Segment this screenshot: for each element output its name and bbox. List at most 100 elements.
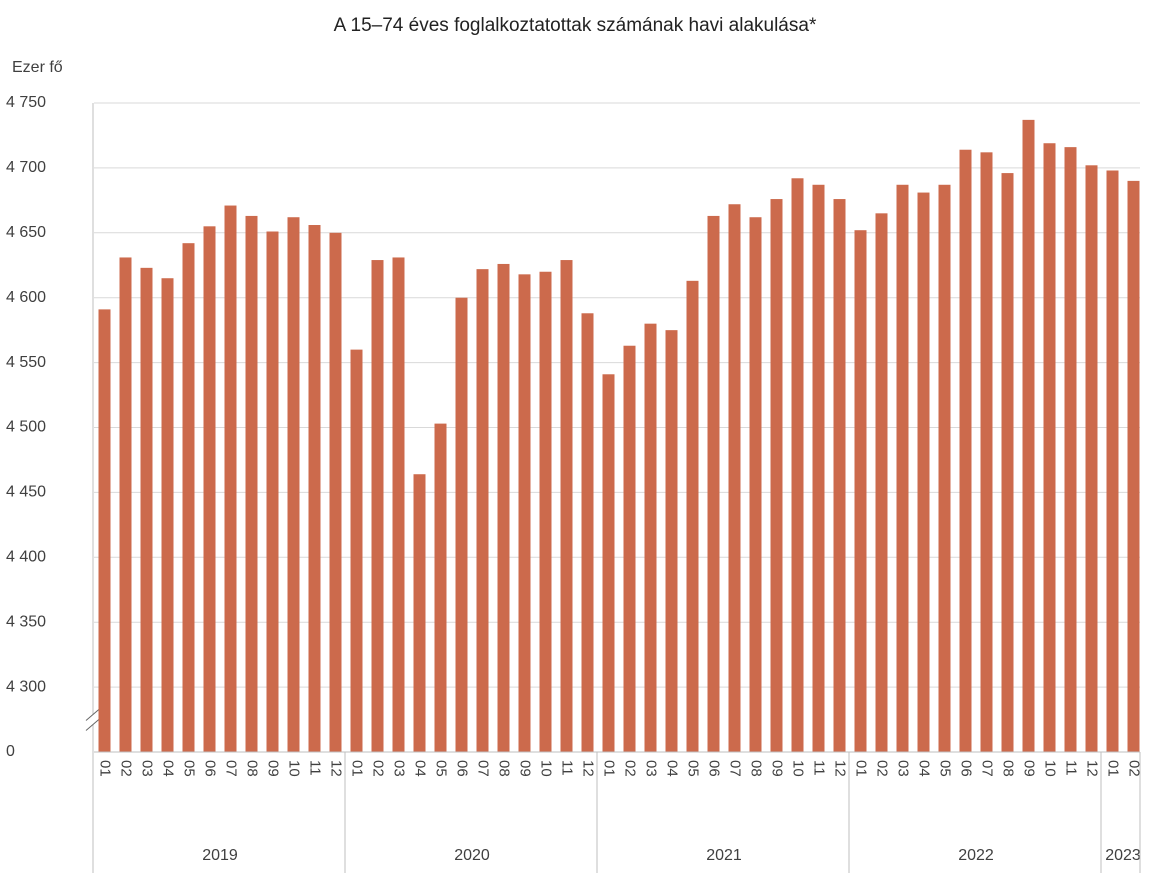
x-tick-label: 12 <box>580 760 597 777</box>
x-tick-label: 06 <box>202 760 219 777</box>
bar <box>791 178 804 752</box>
y-tick-label: 4 450 <box>6 484 46 501</box>
x-tick-label: 08 <box>244 760 261 777</box>
x-tick-label: 09 <box>1021 760 1038 777</box>
y-tick-label: 4 300 <box>6 678 46 695</box>
bar <box>161 278 174 752</box>
x-tick-label: 07 <box>223 760 240 777</box>
x-tick-label: 03 <box>895 760 912 777</box>
bar <box>182 243 195 752</box>
x-tick-label: 08 <box>748 760 765 777</box>
y-tick-label: 4 700 <box>6 159 46 176</box>
x-tick-label: 03 <box>391 760 408 777</box>
bar <box>728 204 741 752</box>
x-tick-label: 05 <box>937 760 954 777</box>
group-label: 2021 <box>706 847 742 864</box>
bar <box>1127 180 1140 752</box>
x-tick-label: 02 <box>1126 760 1143 777</box>
bar <box>245 215 258 752</box>
bar <box>350 349 363 752</box>
y-tick-label: 4 550 <box>6 354 46 371</box>
bar <box>938 184 951 753</box>
x-tick-label: 04 <box>412 760 429 777</box>
x-tick-label: 11 <box>1063 760 1080 776</box>
bar <box>560 260 573 752</box>
bar <box>1043 143 1056 752</box>
y-tick-label: 4 750 <box>6 94 46 111</box>
x-tick-label: 07 <box>475 760 492 777</box>
bar <box>665 330 678 752</box>
group-label: 2023 <box>1105 847 1141 864</box>
bar <box>980 152 993 753</box>
axis-break <box>85 708 101 721</box>
bar <box>224 205 237 753</box>
bar <box>1106 170 1119 753</box>
bar <box>455 297 468 752</box>
bar <box>749 217 762 752</box>
bar <box>644 323 657 752</box>
x-tick-label: 10 <box>1042 760 1059 777</box>
y-tick-label: 0 <box>6 743 15 760</box>
group-label: 2019 <box>202 847 238 864</box>
bar <box>392 257 405 752</box>
bar <box>266 231 279 752</box>
x-tick-label: 04 <box>916 760 933 777</box>
bar <box>686 280 699 752</box>
group-label: 2020 <box>454 847 490 864</box>
x-tick-label: 11 <box>559 760 576 776</box>
x-tick-label: 01 <box>601 760 618 777</box>
x-tick-label: 05 <box>181 760 198 777</box>
x-tick-label: 07 <box>727 760 744 777</box>
x-tick-label: 12 <box>1084 760 1101 777</box>
bar <box>959 149 972 752</box>
bar <box>203 226 216 752</box>
y-axis-label: Ezer fő <box>12 59 63 76</box>
x-tick-label: 01 <box>349 760 366 777</box>
bar <box>1022 119 1035 752</box>
bar <box>1085 165 1098 752</box>
bar <box>287 217 300 752</box>
x-tick-label: 01 <box>1105 760 1122 777</box>
bar <box>518 274 531 752</box>
x-tick-label: 11 <box>307 760 324 776</box>
x-tick-label: 07 <box>979 760 996 777</box>
bar <box>308 225 321 753</box>
x-tick-label: 09 <box>769 760 786 777</box>
x-tick-label: 09 <box>517 760 534 777</box>
x-tick-label: 02 <box>370 760 387 777</box>
bar <box>623 345 636 752</box>
y-tick-label: 4 600 <box>6 289 46 306</box>
x-tick-label: 10 <box>790 760 807 777</box>
x-tick-label: 04 <box>160 760 177 777</box>
x-tick-label: 01 <box>97 760 114 777</box>
bar <box>119 257 132 752</box>
x-tick-label: 02 <box>622 760 639 777</box>
bar <box>770 199 783 752</box>
x-tick-label: 04 <box>664 760 681 777</box>
x-tick-label: 08 <box>1000 760 1017 777</box>
bar <box>707 215 720 752</box>
bar <box>875 213 888 752</box>
bar <box>1001 173 1014 753</box>
bar <box>539 271 552 752</box>
bar <box>581 313 594 752</box>
bar <box>329 232 342 753</box>
x-tick-label: 06 <box>958 760 975 777</box>
bar <box>434 423 447 752</box>
chart-title: A 15–74 éves foglalkoztatottak számának … <box>334 15 817 36</box>
x-tick-label: 08 <box>496 760 513 777</box>
bar <box>1064 147 1077 752</box>
x-tick-label: 03 <box>643 760 660 777</box>
x-tick-label: 10 <box>286 760 303 777</box>
bar <box>371 260 384 752</box>
y-tick-label: 4 500 <box>6 419 46 436</box>
bar <box>917 192 930 752</box>
x-tick-label: 03 <box>139 760 156 777</box>
bar <box>833 199 846 752</box>
bar <box>497 263 510 752</box>
x-tick-label: 05 <box>433 760 450 777</box>
x-tick-label: 10 <box>538 760 555 777</box>
x-tick-label: 12 <box>832 760 849 777</box>
bar <box>812 184 825 753</box>
